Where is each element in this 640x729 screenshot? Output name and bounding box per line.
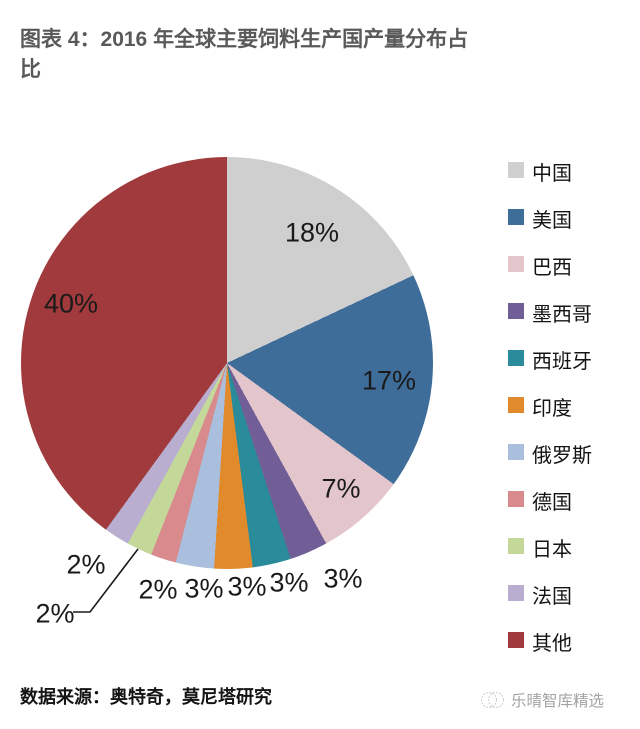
svg-text:乐晴智库精选: 乐晴智库精选	[511, 692, 604, 710]
